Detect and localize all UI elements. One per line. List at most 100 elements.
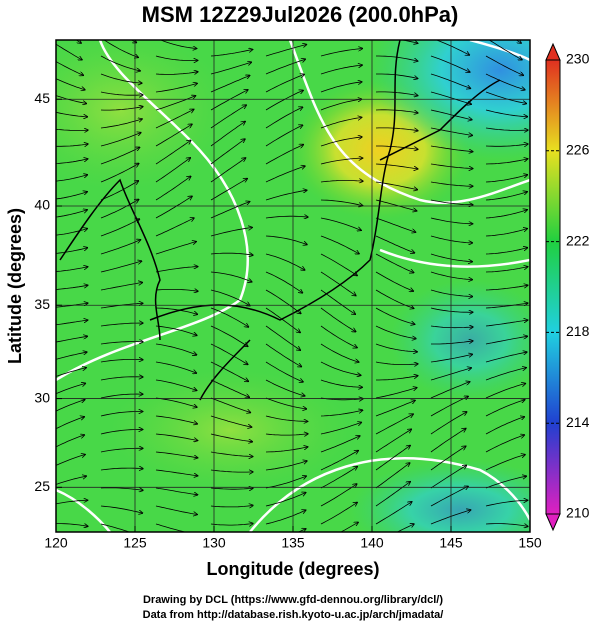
streamline — [320, 82, 362, 93]
streamline — [488, 40, 522, 60]
x-tick-label: 130 — [202, 535, 226, 551]
streamline — [320, 436, 360, 453]
streamline — [265, 125, 303, 147]
streamline — [265, 434, 308, 435]
streamline — [100, 240, 141, 255]
streamline — [155, 109, 194, 129]
streamline — [485, 175, 527, 183]
streamline — [375, 307, 415, 324]
streamline — [375, 362, 418, 365]
colorbar-body — [545, 59, 561, 515]
streamline — [375, 429, 411, 453]
streamline — [100, 147, 140, 165]
streamline — [320, 325, 357, 348]
streamline — [155, 72, 198, 75]
streamline — [430, 412, 467, 435]
streamline — [265, 397, 306, 409]
streamline — [430, 145, 473, 152]
streamline — [56, 400, 85, 412]
streamline — [210, 397, 250, 413]
streamline — [155, 55, 198, 61]
streamline — [56, 61, 83, 75]
streamline — [100, 107, 143, 111]
streamline — [375, 163, 418, 169]
streamline — [155, 325, 197, 335]
streamline — [265, 271, 302, 293]
streamline — [56, 175, 87, 182]
streamline — [100, 219, 139, 237]
streamline — [155, 469, 198, 476]
streamline — [375, 482, 410, 507]
streamline — [210, 524, 253, 526]
streamline — [376, 145, 418, 149]
streamline — [265, 379, 305, 396]
streamline — [100, 429, 143, 435]
streamline — [100, 394, 143, 399]
streamline — [375, 289, 414, 308]
streamline — [100, 523, 131, 532]
streamline — [485, 384, 525, 399]
streamline — [155, 379, 197, 390]
y-tick-label: 25 — [34, 478, 50, 494]
streamline — [100, 323, 143, 327]
streamline — [265, 45, 306, 57]
streamline — [100, 505, 142, 513]
x-tick-label: 150 — [518, 535, 542, 551]
streamline — [265, 253, 305, 270]
streamline — [485, 91, 526, 104]
streamline — [56, 368, 86, 377]
streamline — [320, 343, 359, 362]
streamline — [210, 325, 248, 346]
streamline — [430, 382, 470, 399]
streamline — [375, 502, 412, 525]
streamline — [56, 455, 85, 466]
streamline — [320, 235, 359, 254]
colorbar-tick-label: 218 — [566, 323, 590, 339]
streamline — [375, 388, 417, 399]
streamline — [56, 248, 87, 254]
streamline — [375, 109, 418, 113]
streamline — [265, 343, 301, 367]
field — [56, 32, 580, 559]
streamline — [485, 455, 525, 471]
streamline — [430, 163, 473, 169]
streamline — [320, 422, 361, 435]
streamline — [56, 383, 85, 395]
streamline — [155, 505, 197, 515]
y-tick-label: 30 — [34, 389, 50, 405]
streamline — [320, 65, 362, 75]
streamline — [56, 128, 88, 130]
streamline — [210, 105, 246, 129]
x-tick-label: 120 — [44, 535, 68, 551]
footer-line: Data from http://database.rish.kyoto-u.a… — [143, 609, 444, 621]
streamline — [155, 158, 190, 183]
streamline — [320, 180, 363, 182]
streamline — [265, 461, 307, 471]
streamline — [56, 417, 84, 430]
streamline — [265, 510, 306, 525]
streamline — [485, 127, 528, 130]
chart-title: MSM 12Z29Jul2026 (200.0hPa) — [142, 2, 459, 27]
streamline — [155, 523, 197, 532]
streamline — [320, 484, 357, 507]
streamline — [321, 32, 363, 38]
streamline — [375, 199, 417, 211]
streamline — [430, 289, 472, 297]
streamline — [155, 433, 198, 441]
streamline — [265, 107, 303, 129]
streamline — [375, 463, 410, 489]
streamline — [56, 144, 88, 146]
streamline — [541, 542, 580, 559]
streamline — [375, 253, 414, 273]
streamline — [210, 158, 246, 183]
streamline — [56, 500, 88, 505]
streamline — [375, 217, 416, 232]
streamline — [210, 202, 250, 219]
streamline — [210, 451, 253, 457]
streamline — [265, 190, 307, 201]
streamline — [155, 361, 196, 373]
streamline — [485, 500, 528, 507]
streamline — [155, 176, 191, 201]
streamline — [265, 493, 306, 507]
colorbar-tick-label: 222 — [566, 232, 590, 248]
